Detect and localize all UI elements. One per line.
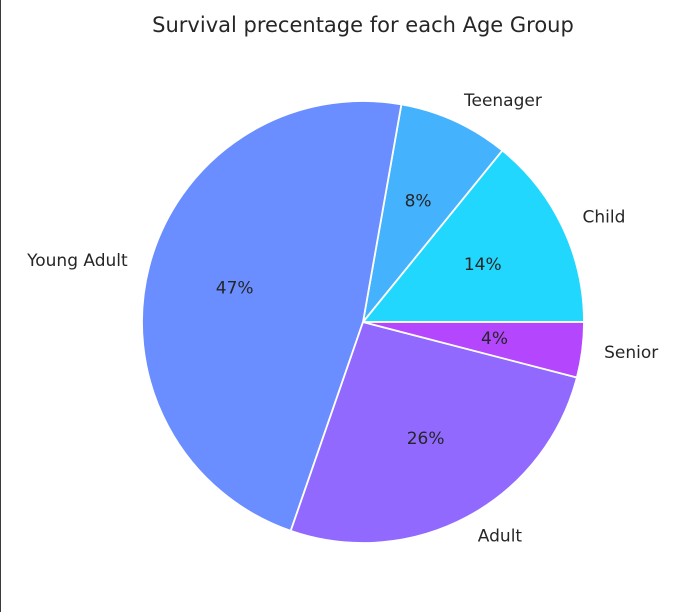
pie-slice-senior <box>362 321 585 379</box>
slice-percent-child: 14% <box>464 255 502 275</box>
pie-slice-child <box>362 149 585 323</box>
slice-label-child: Child <box>583 208 626 228</box>
chart-title: Survival precentage for each Age Group <box>152 13 574 37</box>
slice-label-adult: Adult <box>478 526 523 546</box>
pie-labels: Child 14% Teenager 8% Young Adult 47% Adult 26%… <box>26 91 658 546</box>
slice-percent-adult: 26% <box>407 429 445 449</box>
pie-slice-young-adult <box>141 100 403 532</box>
pie-slices <box>141 100 585 544</box>
pie-slice-adult <box>289 321 578 544</box>
pie-slice-teenager <box>362 103 504 323</box>
slice-percent-senior: 4% <box>481 329 508 349</box>
slice-label-young-adult: Young Adult <box>26 251 128 271</box>
slice-label-senior: Senior <box>604 343 658 363</box>
slice-percent-young-adult: 47% <box>216 279 254 299</box>
slice-label-teenager: Teenager <box>463 91 542 111</box>
slice-percent-teenager: 8% <box>405 191 432 211</box>
